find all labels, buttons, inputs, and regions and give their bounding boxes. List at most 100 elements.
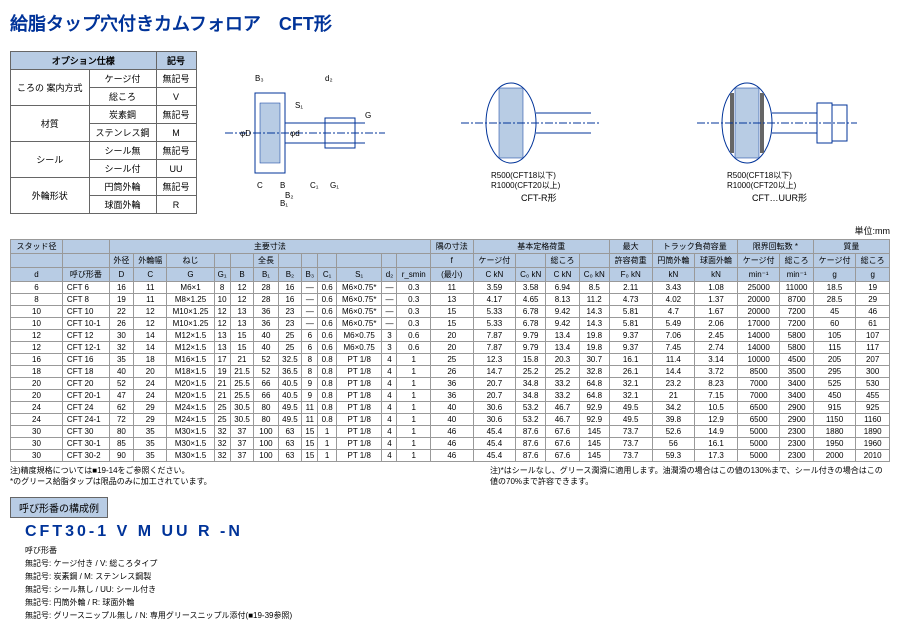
data-cell: 11 (302, 402, 318, 414)
data-cell: 64.8 (579, 390, 609, 402)
hdr-cell: B (230, 268, 254, 282)
data-cell: 12.3 (473, 354, 516, 366)
data-cell: 20.7 (473, 390, 516, 402)
data-cell: 6500 (737, 414, 780, 426)
hdr-cell: ケージ付 (473, 254, 516, 268)
hdr-cell (382, 254, 397, 268)
data-cell: 25.2 (546, 366, 579, 378)
data-cell: PT 1/8 (336, 450, 382, 462)
opt-sym: UU (156, 160, 196, 178)
data-cell: 6 (302, 342, 318, 354)
data-cell: 52 (254, 366, 278, 378)
data-cell: 23 (278, 318, 302, 330)
svg-text:R500(CFT18以下): R500(CFT18以下) (491, 171, 556, 180)
data-cell: 20000 (737, 294, 780, 306)
hdr-cell: 円筒外輪 (652, 254, 695, 268)
data-cell: 1.67 (695, 306, 738, 318)
data-cell: 3.59 (473, 282, 516, 294)
data-cell: 15 (430, 318, 473, 330)
data-cell: M16×1.5 (167, 354, 214, 366)
data-cell: 40 (430, 402, 473, 414)
data-cell: 295 (813, 366, 856, 378)
data-cell: 63 (278, 450, 302, 462)
data-cell: 12 (11, 342, 63, 354)
data-cell: 52 (109, 378, 133, 390)
data-cell: 1890 (856, 426, 890, 438)
data-cell: PT 1/8 (336, 390, 382, 402)
data-cell: 0.6 (318, 282, 337, 294)
data-cell: 925 (856, 402, 890, 414)
hdr-cell: 主要寸法 (109, 240, 430, 254)
data-cell: 11.2 (579, 294, 609, 306)
data-cell: 6.78 (516, 318, 546, 330)
data-cell: 6500 (737, 402, 780, 414)
data-cell: 4 (382, 414, 397, 426)
data-cell: 117 (856, 342, 890, 354)
data-cell: 0.3 (397, 306, 430, 318)
data-cell: PT 1/8 (336, 402, 382, 414)
composition: 呼び形番の構成例 CFT30-1 V M UU R -N 呼び形番無記号: ケー… (10, 497, 890, 628)
data-cell: 525 (813, 378, 856, 390)
data-cell: CFT 30-2 (62, 450, 109, 462)
top-section: オプション仕様記号 ころの 案内方式ケージ付無記号総ころV材質炭素鋼無記号ステン… (10, 51, 890, 214)
data-cell: 46 (430, 450, 473, 462)
data-cell: 9.37 (609, 330, 652, 342)
table-row: 16CFT 163518M16×1.517215232.580.8PT 1/84… (11, 354, 890, 366)
data-cell: 30 (11, 426, 63, 438)
data-cell: 4.17 (473, 294, 516, 306)
data-cell: 16.1 (609, 354, 652, 366)
data-cell: 63 (278, 426, 302, 438)
data-cell: 34.8 (516, 378, 546, 390)
hdr-cell: ねじ (167, 254, 214, 268)
data-cell: — (302, 282, 318, 294)
opt-sym: 無記号 (156, 178, 196, 196)
svg-text:C: C (257, 181, 263, 190)
data-cell: 52.6 (652, 426, 695, 438)
data-cell: 25 (430, 354, 473, 366)
data-cell: 23.2 (652, 378, 695, 390)
data-cell: 36.5 (278, 366, 302, 378)
data-cell: 11000 (780, 282, 813, 294)
data-cell: 36 (254, 306, 278, 318)
hdr-cell (336, 254, 382, 268)
data-cell: 5000 (737, 450, 780, 462)
data-cell: M24×1.5 (167, 402, 214, 414)
hdr-cell (62, 240, 109, 254)
data-cell: 80 (254, 402, 278, 414)
data-cell: 300 (856, 366, 890, 378)
data-cell: PT 1/8 (336, 366, 382, 378)
data-cell: 4 (382, 426, 397, 438)
data-cell: 6.94 (546, 282, 579, 294)
data-cell: 45.4 (473, 426, 516, 438)
data-cell: 23 (278, 306, 302, 318)
data-cell: M8×1.25 (167, 294, 214, 306)
hdr-cell: C₁ (318, 268, 337, 282)
data-cell: 35 (134, 426, 167, 438)
data-cell: 5.81 (609, 318, 652, 330)
svg-text:CFT…UUR形: CFT…UUR形 (752, 192, 807, 203)
opt-cat: 材質 (11, 106, 90, 142)
data-cell: 13 (230, 318, 254, 330)
data-cell: — (302, 294, 318, 306)
data-cell: 21.5 (230, 366, 254, 378)
data-cell: 2900 (780, 414, 813, 426)
comp-item: 呼び形番 (25, 545, 875, 556)
data-cell: 7.06 (652, 330, 695, 342)
opt-val: ステンレス鋼 (89, 124, 156, 142)
table-row: 12CFT 12-13214M12×1.51315402560.6M6×0.75… (11, 342, 890, 354)
data-cell: 1 (397, 426, 430, 438)
data-cell: 25000 (737, 282, 780, 294)
page-title: 給脂タップ穴付きカムフォロア CFT形 (10, 10, 890, 36)
hdr-cell: G (167, 268, 214, 282)
data-cell: 24 (11, 402, 63, 414)
data-cell: 37 (230, 438, 254, 450)
data-cell: 8.5 (579, 282, 609, 294)
data-cell: 30 (109, 330, 133, 342)
data-cell: 67.6 (546, 426, 579, 438)
svg-text:CFT-R形: CFT-R形 (521, 192, 557, 203)
data-cell: 47 (109, 390, 133, 402)
svg-text:R1000(CFT20以上): R1000(CFT20以上) (491, 181, 561, 190)
data-cell: 73.7 (609, 438, 652, 450)
data-cell: 30.5 (230, 402, 254, 414)
data-cell: 67.6 (546, 438, 579, 450)
